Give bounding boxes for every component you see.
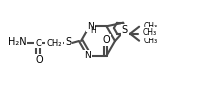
- Text: H₂N: H₂N: [8, 37, 26, 47]
- Text: S: S: [122, 25, 128, 35]
- Text: C: C: [35, 39, 41, 48]
- Text: CH₃: CH₃: [144, 36, 158, 45]
- Text: O: O: [103, 35, 110, 45]
- Text: N: N: [84, 51, 91, 60]
- Text: S: S: [65, 37, 71, 47]
- Text: H: H: [91, 26, 96, 35]
- Text: CH₃: CH₃: [143, 28, 157, 37]
- Text: CH₃: CH₃: [144, 22, 158, 31]
- Text: N: N: [87, 22, 94, 31]
- Text: CH₂: CH₂: [46, 39, 62, 48]
- Text: O: O: [35, 55, 43, 65]
